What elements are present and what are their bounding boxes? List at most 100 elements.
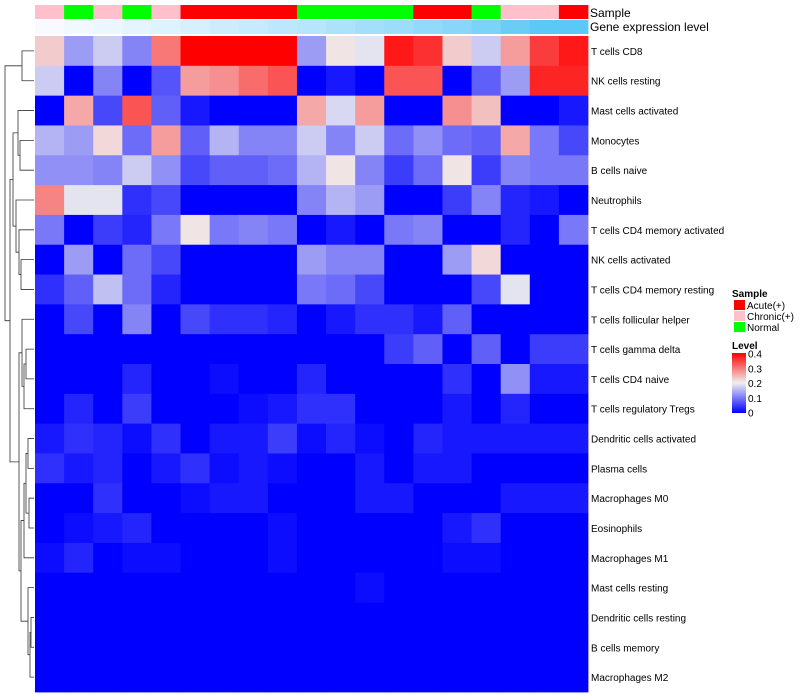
heatmap-cell <box>122 662 152 693</box>
heatmap-cell <box>355 65 385 97</box>
heatmap-cell <box>93 542 123 574</box>
heatmap-cell <box>267 214 298 246</box>
heatmap-cell <box>296 185 327 216</box>
heatmap-cell <box>326 602 356 633</box>
heatmap-cell <box>64 185 94 216</box>
annotation-cell-sample <box>384 5 414 19</box>
heatmap-cell <box>238 304 269 335</box>
row-label: T cells CD8 <box>591 47 643 58</box>
heatmap-cell <box>93 364 123 395</box>
heatmap-cell <box>442 453 472 484</box>
heatmap-cell <box>326 662 356 693</box>
heatmap-cell <box>326 423 356 454</box>
heatmap-cell <box>64 393 94 425</box>
heatmap-cell <box>209 483 240 514</box>
dendrogram-branch <box>25 453 29 514</box>
heatmap-cell <box>529 214 560 246</box>
heatmap-cell <box>35 513 65 544</box>
heatmap-cell <box>384 542 414 574</box>
row-label: T cells regulatory Tregs <box>591 405 695 416</box>
heatmap-cell <box>267 453 298 484</box>
heatmap-cell <box>471 542 502 574</box>
heatmap-cell <box>93 483 123 514</box>
heatmap-cell <box>238 662 269 693</box>
heatmap-cell <box>151 542 181 574</box>
heatmap-cell <box>413 274 443 305</box>
heatmap-cell <box>558 185 589 216</box>
heatmap-cell <box>413 244 443 275</box>
heatmap-cell <box>500 602 531 633</box>
heatmap-cell <box>529 364 560 395</box>
heatmap-cell <box>93 125 123 156</box>
annotation-cell-sample <box>296 5 327 19</box>
heatmap-cell <box>180 483 211 514</box>
heatmap-cell <box>355 36 385 67</box>
dendrogram-branch <box>20 259 34 290</box>
heatmap-cell <box>442 542 472 574</box>
heatmap-cell <box>93 513 123 544</box>
heatmap-cell <box>151 602 181 633</box>
heatmap-cells <box>35 36 589 693</box>
heatmap-cell <box>35 453 65 484</box>
heatmap-cell <box>151 483 181 514</box>
heatmap-cell <box>267 95 298 126</box>
dendrogram-branch <box>19 139 34 171</box>
heatmap-cell <box>64 274 94 305</box>
heatmap-cell <box>529 95 560 126</box>
heatmap-cell <box>296 36 327 67</box>
heatmap-cell <box>326 274 356 305</box>
heatmap-cell <box>442 423 472 454</box>
heatmap-cell <box>471 334 502 365</box>
heatmap-cell <box>238 393 269 425</box>
heatmap-cell <box>238 36 269 67</box>
annotation-cell-gene-expression <box>558 20 589 34</box>
heatmap-cell <box>151 513 181 544</box>
annotation-cell-sample <box>122 5 152 19</box>
heatmap-cell <box>122 65 152 97</box>
heatmap-cell <box>238 483 269 514</box>
annotation-labels: Sample Gene expression level <box>590 6 709 34</box>
legend-tick-label: 0.4 <box>748 350 762 361</box>
heatmap-cell <box>471 125 502 156</box>
heatmap-cell <box>209 453 240 484</box>
heatmap-cell <box>529 125 560 156</box>
heatmap-cell <box>384 662 414 693</box>
heatmap-cell <box>93 602 123 633</box>
heatmap-cell <box>529 393 560 425</box>
heatmap-cell <box>558 155 589 186</box>
heatmap-cell <box>93 334 123 365</box>
annotation-cell-gene-expression <box>413 20 443 34</box>
heatmap-cell <box>151 214 181 246</box>
heatmap-cell <box>500 423 531 454</box>
heatmap-cell <box>64 662 94 693</box>
heatmap-cell <box>267 393 298 425</box>
heatmap-cell <box>384 155 414 186</box>
heatmap-cell <box>122 393 152 425</box>
heatmap-cell <box>64 125 94 156</box>
annotation-cell-gene-expression <box>209 20 240 34</box>
heatmap-cell <box>209 542 240 574</box>
heatmap-cell <box>326 244 356 275</box>
heatmap-cell <box>151 36 181 67</box>
heatmap-cell <box>442 483 472 514</box>
heatmap-cell <box>500 393 531 425</box>
legend-swatch <box>734 322 745 332</box>
dendrogram-branch <box>9 179 19 463</box>
heatmap-cell <box>93 453 123 484</box>
heatmap-cell <box>500 95 531 126</box>
heatmap-cell <box>558 274 589 305</box>
dendrogram-branch <box>27 438 34 469</box>
heatmap-cell <box>500 513 531 544</box>
heatmap-cell <box>442 602 472 633</box>
annotation-cell-gene-expression <box>442 20 472 34</box>
heatmap-cell <box>64 423 94 454</box>
heatmap-cell <box>238 185 269 216</box>
legend-item-label: Acute(+) <box>747 301 785 312</box>
row-label: Neutrophils <box>591 196 642 207</box>
legend-tick-label: 0 <box>748 409 754 420</box>
heatmap-cell <box>296 155 327 186</box>
heatmap-cell <box>267 304 298 335</box>
row-label: Mast cells resting <box>591 584 668 595</box>
heatmap-cell <box>35 244 65 275</box>
legend-tick-label: 0.3 <box>748 364 762 375</box>
